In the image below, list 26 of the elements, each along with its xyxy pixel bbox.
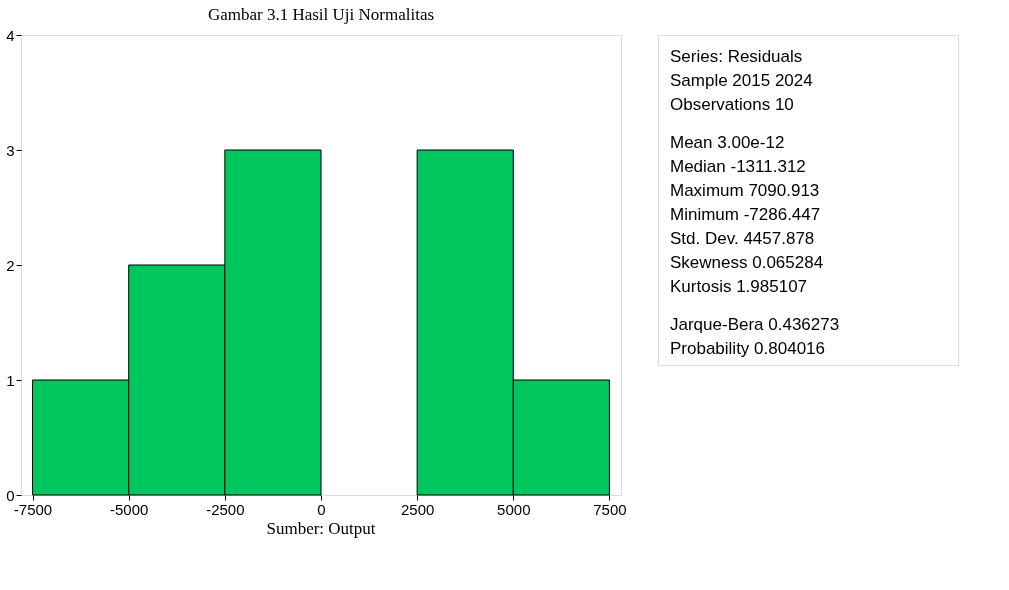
text: Median -1311.312 (670, 157, 806, 176)
y-tick-label: 3 (6, 141, 15, 159)
y-tick-label: 0 (6, 486, 15, 504)
x-tick-label: 2500 (400, 500, 435, 518)
x-tick-label: -7500 (13, 500, 53, 518)
text: Jarque-Bera 0.436273 (670, 315, 840, 334)
text: Minimum -7286.447 (670, 205, 821, 224)
y-tick-label: 1 (6, 371, 15, 389)
y-tick-label: 4 (6, 26, 15, 44)
text: Sample 2015 2024 (670, 71, 813, 90)
text: Sumber: Output (266, 519, 376, 538)
x-tick-label: 5000 (497, 500, 531, 518)
text: Std. Dev. 4457.878 (670, 229, 815, 248)
x-tick-label: 7500 (593, 500, 627, 518)
text: Observations 10 (670, 95, 794, 114)
text: Series: Residuals (670, 47, 803, 66)
x-tick-label: -5000 (110, 500, 149, 518)
x-tick-label: 0 (317, 500, 326, 518)
x-tick-label: -2500 (206, 500, 245, 518)
text: Probability 0.804016 (670, 339, 826, 358)
text: Mean 3.00e-12 (670, 133, 785, 152)
text: Kurtosis 1.985107 (670, 277, 808, 296)
text: Skewness 0.065284 (670, 253, 824, 272)
text: Maximum 7090.913 (670, 181, 820, 200)
chart-title: Gambar 3.1 Hasil Uji Normalitas (207, 5, 435, 24)
y-tick-label: 2 (6, 256, 15, 274)
